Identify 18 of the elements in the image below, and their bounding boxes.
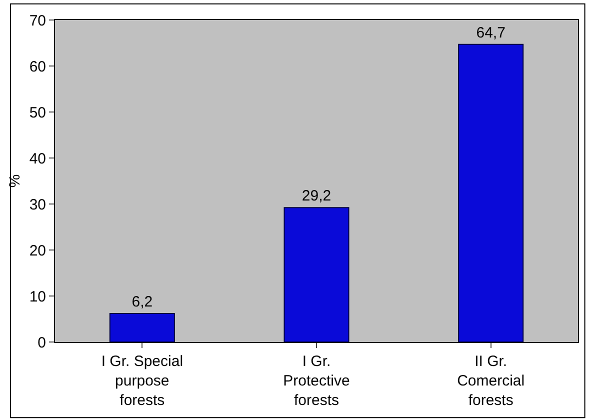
y-tick-label: 70 <box>29 12 46 30</box>
y-tick-label: 60 <box>29 58 46 76</box>
bar <box>284 207 350 342</box>
y-tick-label: 0 <box>38 334 46 352</box>
data-label: 6,2 <box>132 293 153 310</box>
y-axis-title: % <box>6 174 24 188</box>
y-tick-label: 40 <box>29 150 46 168</box>
x-tick-label: I Gr. Protective forests <box>283 353 350 409</box>
x-tick-label: II Gr. Comercial forests <box>457 353 525 409</box>
bar <box>458 44 524 342</box>
y-tick-label: 30 <box>29 196 46 214</box>
bar <box>109 312 175 342</box>
data-label: 29,2 <box>302 188 332 205</box>
x-tick-label: I Gr. Special purpose forests <box>101 353 184 409</box>
y-tick-label: 10 <box>29 288 46 306</box>
y-tick-label: 50 <box>29 104 46 122</box>
data-label: 64,7 <box>476 24 506 42</box>
y-tick-label: 20 <box>29 242 46 260</box>
